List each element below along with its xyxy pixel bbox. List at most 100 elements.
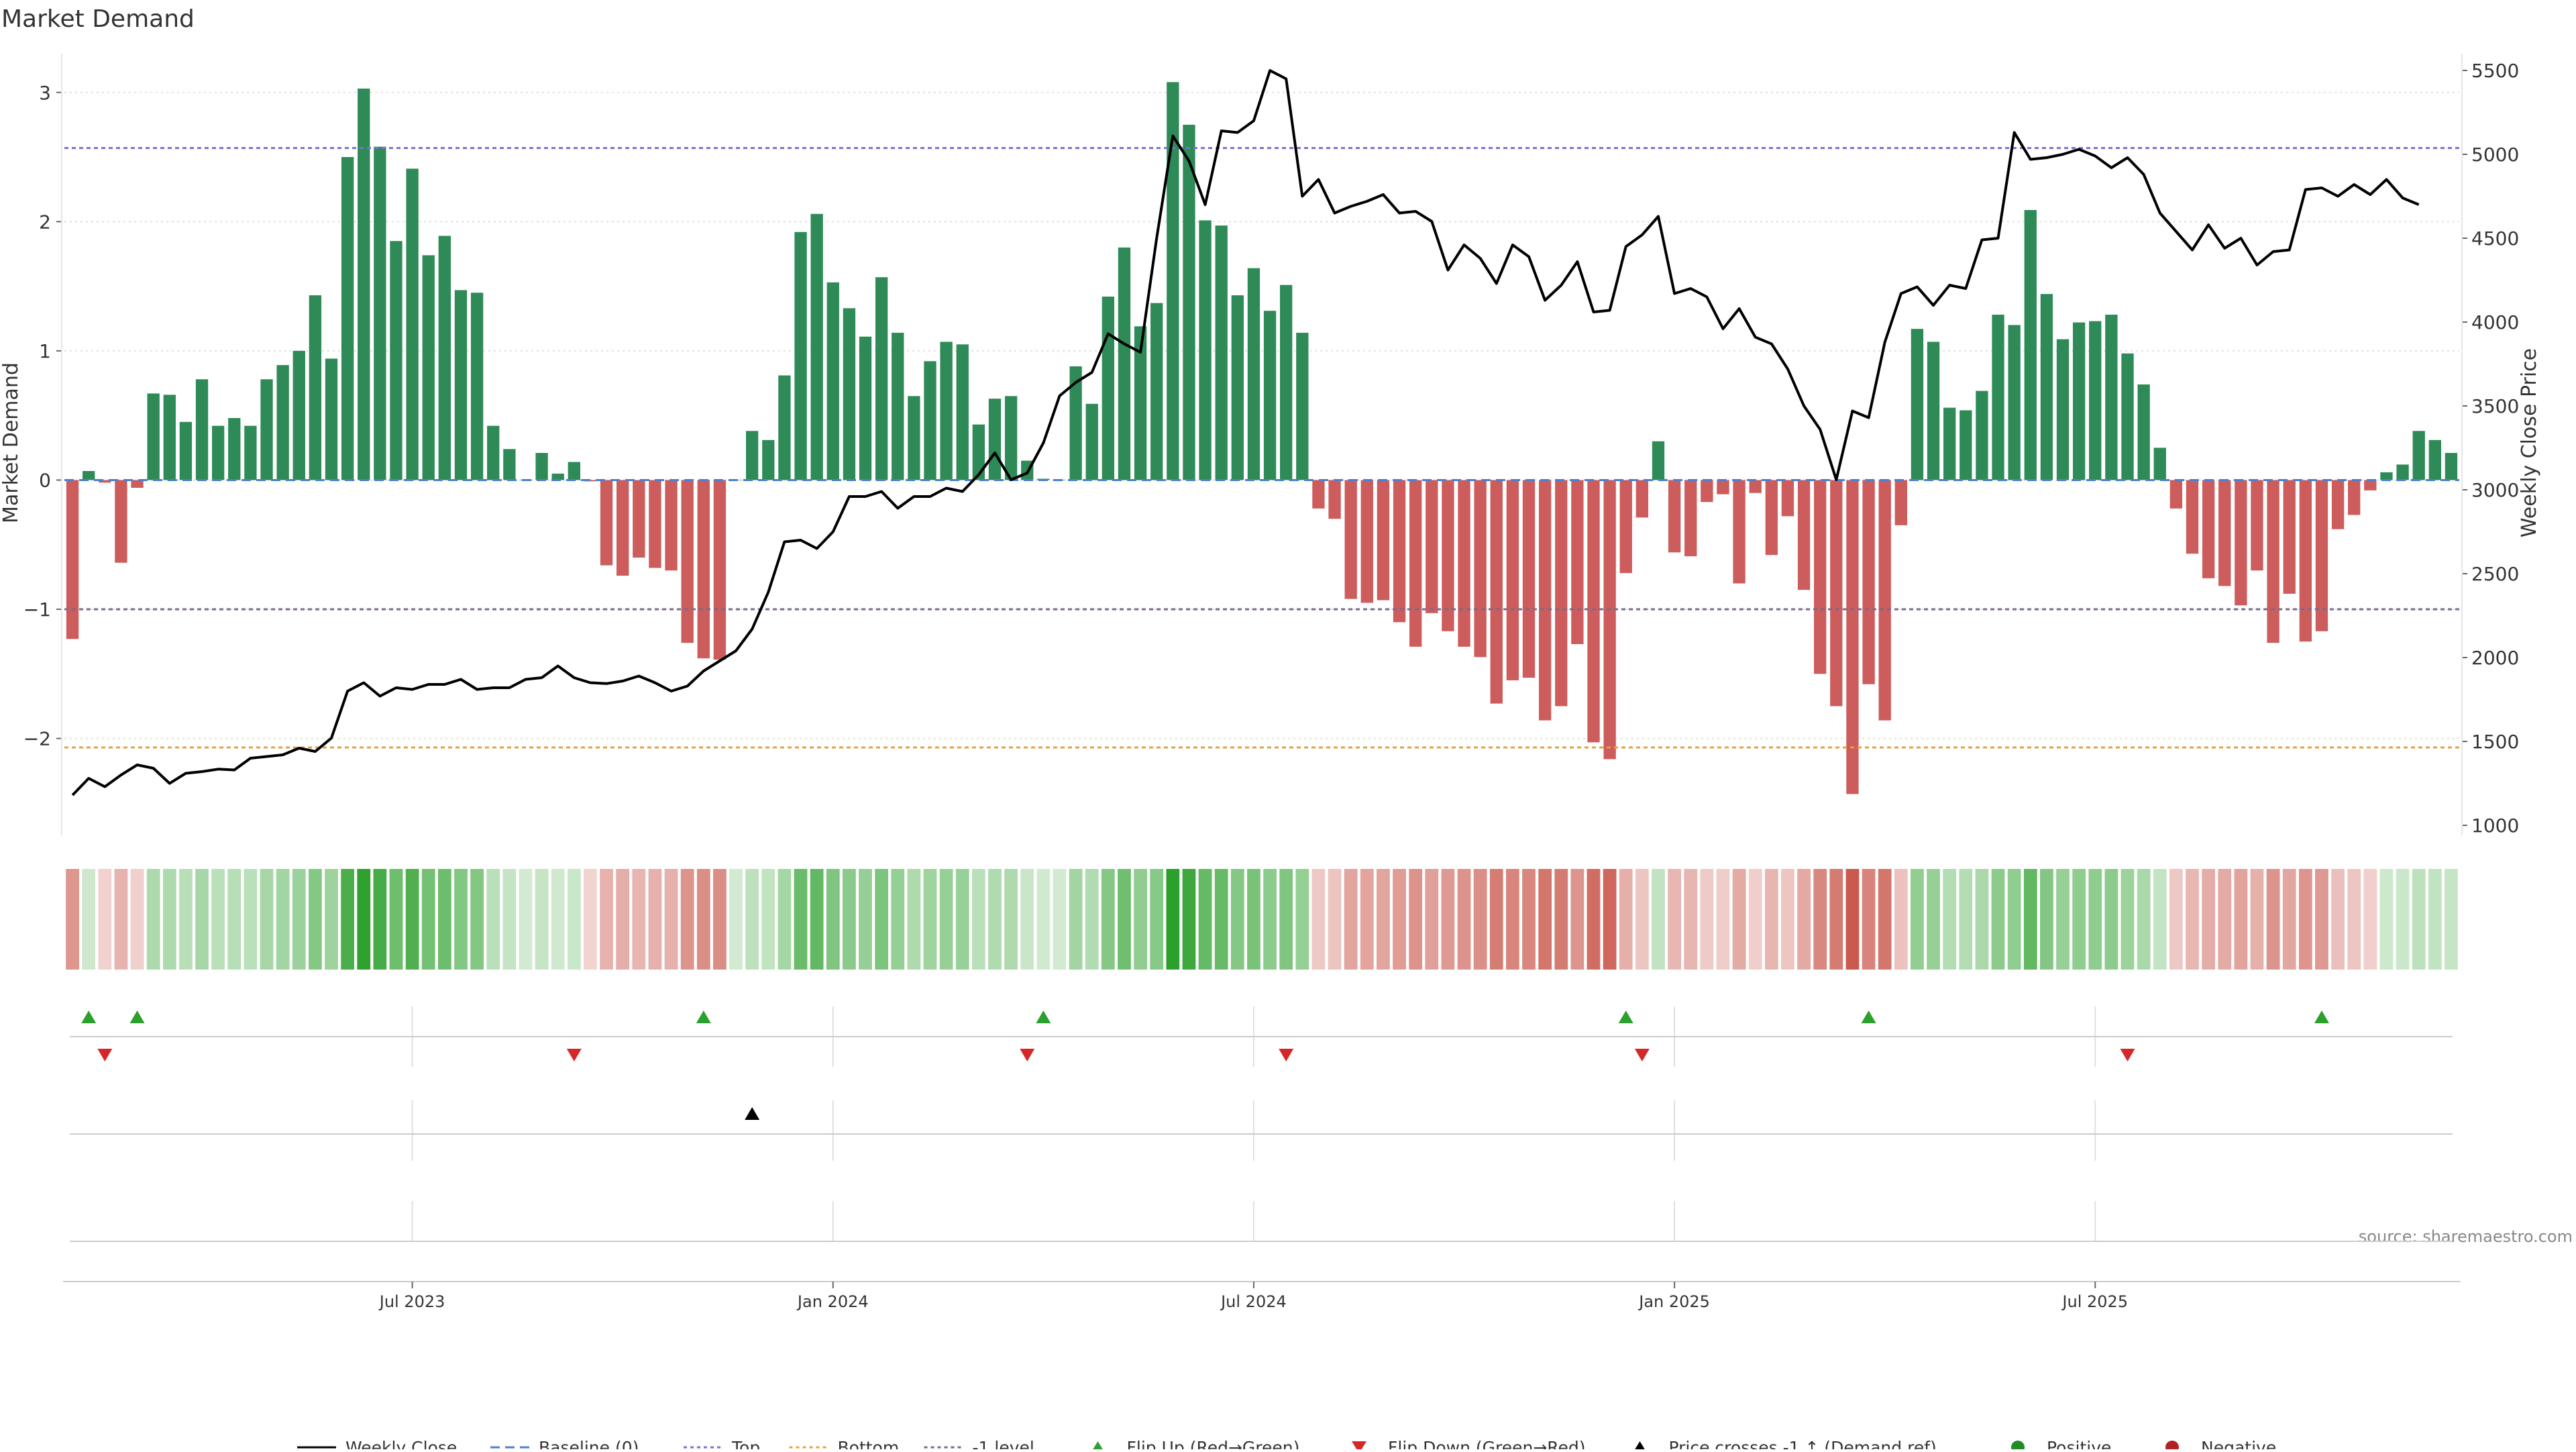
intensity-cell xyxy=(244,869,258,970)
legend-swatch xyxy=(1352,1441,1366,1452)
flip-up-marker xyxy=(1861,1010,1876,1023)
intensity-cell xyxy=(405,869,419,970)
flip-down-marker xyxy=(1020,1049,1035,1061)
demand-bar xyxy=(1215,225,1228,480)
demand-bar xyxy=(2040,294,2053,480)
y-tick-label: 0 xyxy=(39,469,51,491)
intensity-cell xyxy=(1182,869,1196,970)
intensity-cell xyxy=(2250,869,2264,970)
intensity-cell xyxy=(1619,869,1633,970)
x-tick-label: Jan 2025 xyxy=(1638,1292,1710,1311)
intensity-cell xyxy=(373,869,387,970)
demand-bar xyxy=(2235,480,2247,606)
legend-label: Bottom xyxy=(838,1438,900,1449)
intensity-cell xyxy=(567,869,581,970)
demand-bar xyxy=(1894,480,1907,525)
intensity-cell xyxy=(2282,869,2296,970)
intensity-cell xyxy=(1668,869,1681,970)
demand-bar xyxy=(2024,210,2037,480)
intensity-cell xyxy=(1570,869,1585,970)
legend-label: Weekly Close xyxy=(345,1438,457,1449)
flip-up-marker xyxy=(129,1010,145,1023)
demand-bar xyxy=(1490,480,1503,704)
intensity-cell xyxy=(1635,869,1649,970)
demand-bar xyxy=(762,439,775,480)
demand-bar xyxy=(1442,480,1454,631)
demand-bar xyxy=(1328,480,1341,519)
intensity-cell xyxy=(114,869,128,970)
y2-tick-label: 3000 xyxy=(2471,479,2519,501)
intensity-cell xyxy=(357,869,371,970)
intensity-cell xyxy=(616,869,630,970)
demand-bar xyxy=(1927,342,1940,480)
demand-bar xyxy=(2364,480,2377,490)
intensity-cell xyxy=(761,869,775,970)
intensity-cell xyxy=(713,869,727,970)
legend: Weekly Close Baseline (0) Top Bottom -1 leve… xyxy=(297,1438,2276,1452)
demand-bar xyxy=(2121,353,2134,480)
y-tick-label: −1 xyxy=(23,599,51,621)
demand-bar xyxy=(2428,439,2441,480)
intensity-cell xyxy=(195,869,209,970)
demand-bar xyxy=(713,480,727,660)
intensity-cell xyxy=(470,869,484,970)
demand-bar xyxy=(956,344,969,480)
demand-bar xyxy=(2218,480,2231,586)
intensity-cell xyxy=(1457,869,1471,970)
demand-bar xyxy=(276,365,289,480)
y2-tick-label: 2500 xyxy=(2471,563,2519,585)
demand-bar xyxy=(260,379,273,480)
x-tick-label: Jan 2024 xyxy=(796,1292,869,1311)
demand-bar xyxy=(1474,480,1487,658)
demand-bar xyxy=(2299,480,2312,642)
demand-bar xyxy=(1134,326,1147,480)
intensity-cell xyxy=(729,869,743,970)
intensity-cell xyxy=(1393,869,1406,970)
intensity-cell xyxy=(664,869,678,970)
y2-axis-label: Weekly Close Price xyxy=(2518,348,2541,537)
demand-bar xyxy=(924,361,936,480)
intensity-cell xyxy=(2137,869,2151,970)
intensity-cell xyxy=(292,869,306,970)
demand-bar xyxy=(1992,314,2004,480)
intensity-cell xyxy=(584,869,597,970)
demand-bar xyxy=(1943,407,1956,480)
intensity-cell xyxy=(1085,869,1099,970)
demand-bar xyxy=(1619,480,1632,574)
intensity-strip-layer xyxy=(66,869,2458,970)
intensity-cell xyxy=(1748,869,1762,970)
demand-bar xyxy=(2008,325,2021,480)
demand-bar xyxy=(1571,480,1584,645)
intensity-cell xyxy=(389,869,403,970)
legend-label: Flip Up (Red→Green) xyxy=(1127,1438,1300,1449)
demand-bar xyxy=(1603,480,1616,760)
demand-bar xyxy=(131,480,144,488)
demand-bar xyxy=(438,236,451,480)
demand-bar xyxy=(843,308,856,480)
demand-bar xyxy=(697,480,710,659)
demand-bar xyxy=(358,88,370,480)
demand-bar xyxy=(147,393,160,480)
intensity-cell xyxy=(1263,869,1277,970)
intensity-cell xyxy=(2445,869,2458,970)
intensity-cell xyxy=(486,869,500,970)
intensity-cell xyxy=(2234,869,2248,970)
demand-bar xyxy=(163,395,176,480)
intensity-cell xyxy=(923,869,937,970)
demand-bar xyxy=(2348,480,2361,515)
intensity-cell xyxy=(1247,869,1260,970)
intensity-cell xyxy=(1943,869,1957,970)
demand-bar xyxy=(1976,391,1988,480)
intensity-cell xyxy=(2315,869,2328,970)
demand-bar xyxy=(1393,480,1406,623)
intensity-cell xyxy=(891,869,905,970)
demand-bar xyxy=(908,396,920,480)
demand-bar xyxy=(1280,284,1293,480)
demand-bar xyxy=(649,480,661,568)
demand-bar xyxy=(1102,297,1115,480)
intensity-cell xyxy=(325,869,338,970)
intensity-cell xyxy=(211,869,225,970)
demand-bar xyxy=(1247,268,1260,480)
demand-bar xyxy=(1360,480,1373,603)
